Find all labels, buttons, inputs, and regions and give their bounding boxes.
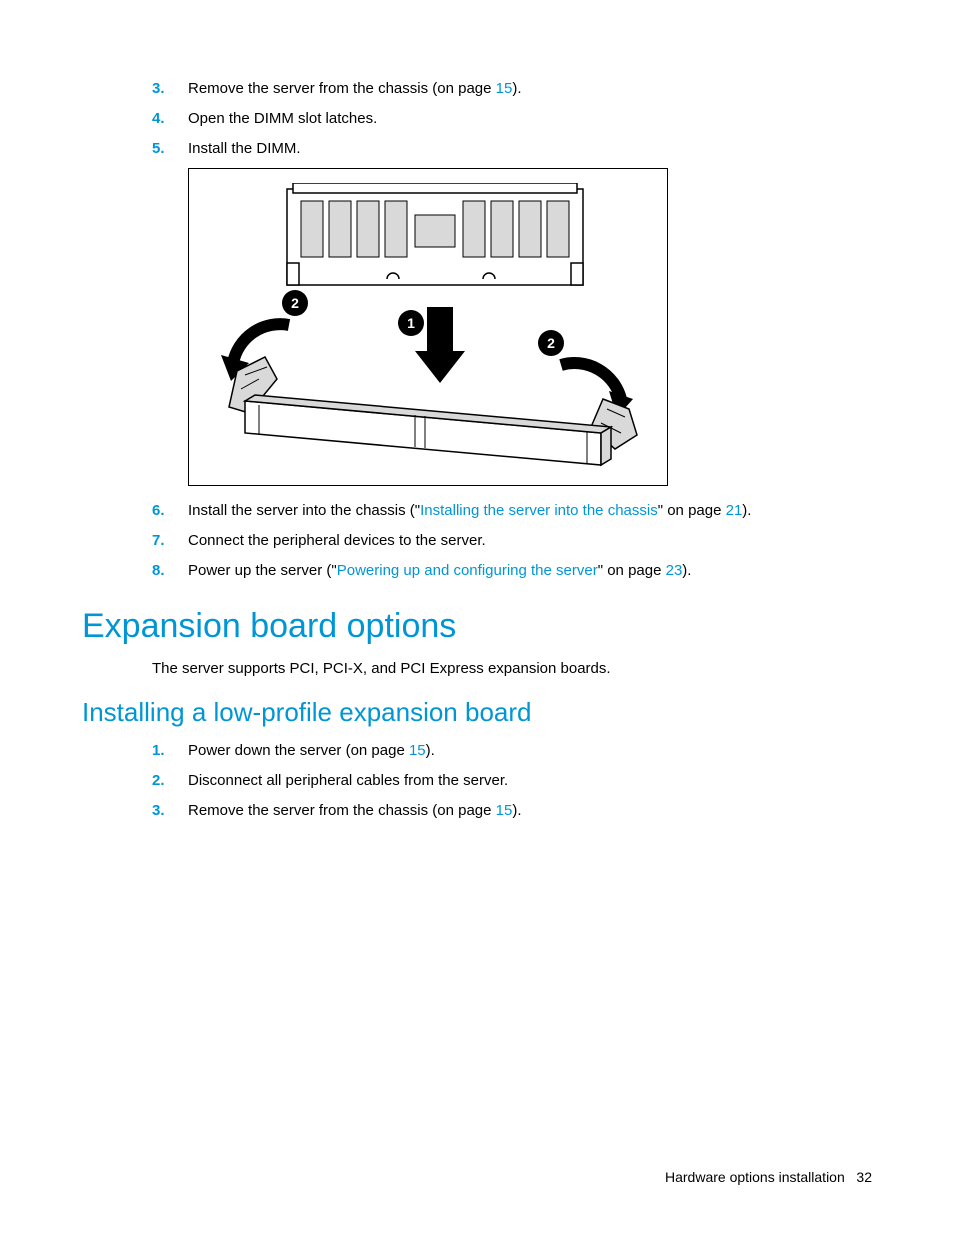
step-text: Install the server into the chassis ("In… bbox=[188, 500, 751, 521]
step-number: 2. bbox=[152, 770, 188, 791]
step-list-3: 1.Power down the server (on page 15). 2.… bbox=[152, 740, 872, 821]
section-heading: Expansion board options bbox=[82, 607, 872, 646]
page-link[interactable]: 15 bbox=[496, 802, 513, 819]
step-item: 1.Power down the server (on page 15). bbox=[152, 740, 872, 761]
step-item: 5.Install the DIMM. bbox=[152, 138, 872, 159]
step-number: 5. bbox=[152, 138, 188, 159]
step-number: 6. bbox=[152, 500, 188, 521]
step-number: 8. bbox=[152, 560, 188, 581]
dimm-install-diagram: 1 2 2 bbox=[188, 168, 668, 486]
page-footer: Hardware options installation 32 bbox=[665, 1169, 872, 1185]
page-link[interactable]: 21 bbox=[726, 502, 743, 519]
step-number: 3. bbox=[152, 78, 188, 99]
step-text: Power down the server (on page 15). bbox=[188, 740, 435, 761]
step-text: Remove the server from the chassis (on p… bbox=[188, 800, 522, 821]
step-text: Remove the server from the chassis (on p… bbox=[188, 78, 522, 99]
step-item: 3.Remove the server from the chassis (on… bbox=[152, 78, 872, 99]
step-item: 4.Open the DIMM slot latches. bbox=[152, 108, 872, 129]
step-item: 7.Connect the peripheral devices to the … bbox=[152, 530, 872, 551]
step-number: 7. bbox=[152, 530, 188, 551]
body-text: The server supports PCI, PCI-X, and PCI … bbox=[152, 660, 872, 677]
page-link[interactable]: 15 bbox=[496, 80, 513, 97]
step-number: 4. bbox=[152, 108, 188, 129]
step-text: Connect the peripheral devices to the se… bbox=[188, 530, 486, 551]
step-item: 6.Install the server into the chassis ("… bbox=[152, 500, 872, 521]
page-link[interactable]: 23 bbox=[666, 562, 683, 579]
footer-page-number: 32 bbox=[856, 1169, 872, 1185]
step-text: Disconnect all peripheral cables from th… bbox=[188, 770, 508, 791]
diagram-svg: 1 2 2 bbox=[215, 183, 643, 473]
xref-link[interactable]: Powering up and configuring the server bbox=[337, 562, 598, 579]
step-list-1: 3.Remove the server from the chassis (on… bbox=[152, 78, 872, 159]
step-item: 2.Disconnect all peripheral cables from … bbox=[152, 770, 872, 791]
svg-text:2: 2 bbox=[291, 295, 299, 311]
xref-link[interactable]: Installing the server into the chassis bbox=[420, 502, 658, 519]
subsection-heading: Installing a low-profile expansion board bbox=[82, 697, 872, 728]
svg-text:2: 2 bbox=[547, 335, 555, 351]
step-number: 1. bbox=[152, 740, 188, 761]
svg-text:1: 1 bbox=[407, 315, 415, 331]
footer-section: Hardware options installation bbox=[665, 1169, 845, 1185]
page-link[interactable]: 15 bbox=[409, 742, 426, 759]
step-item: 8.Power up the server ("Powering up and … bbox=[152, 560, 872, 581]
step-text: Open the DIMM slot latches. bbox=[188, 108, 377, 129]
step-item: 3.Remove the server from the chassis (on… bbox=[152, 800, 872, 821]
step-text: Power up the server ("Powering up and co… bbox=[188, 560, 691, 581]
step-list-2: 6.Install the server into the chassis ("… bbox=[152, 500, 872, 581]
step-number: 3. bbox=[152, 800, 188, 821]
step-text: Install the DIMM. bbox=[188, 138, 301, 159]
